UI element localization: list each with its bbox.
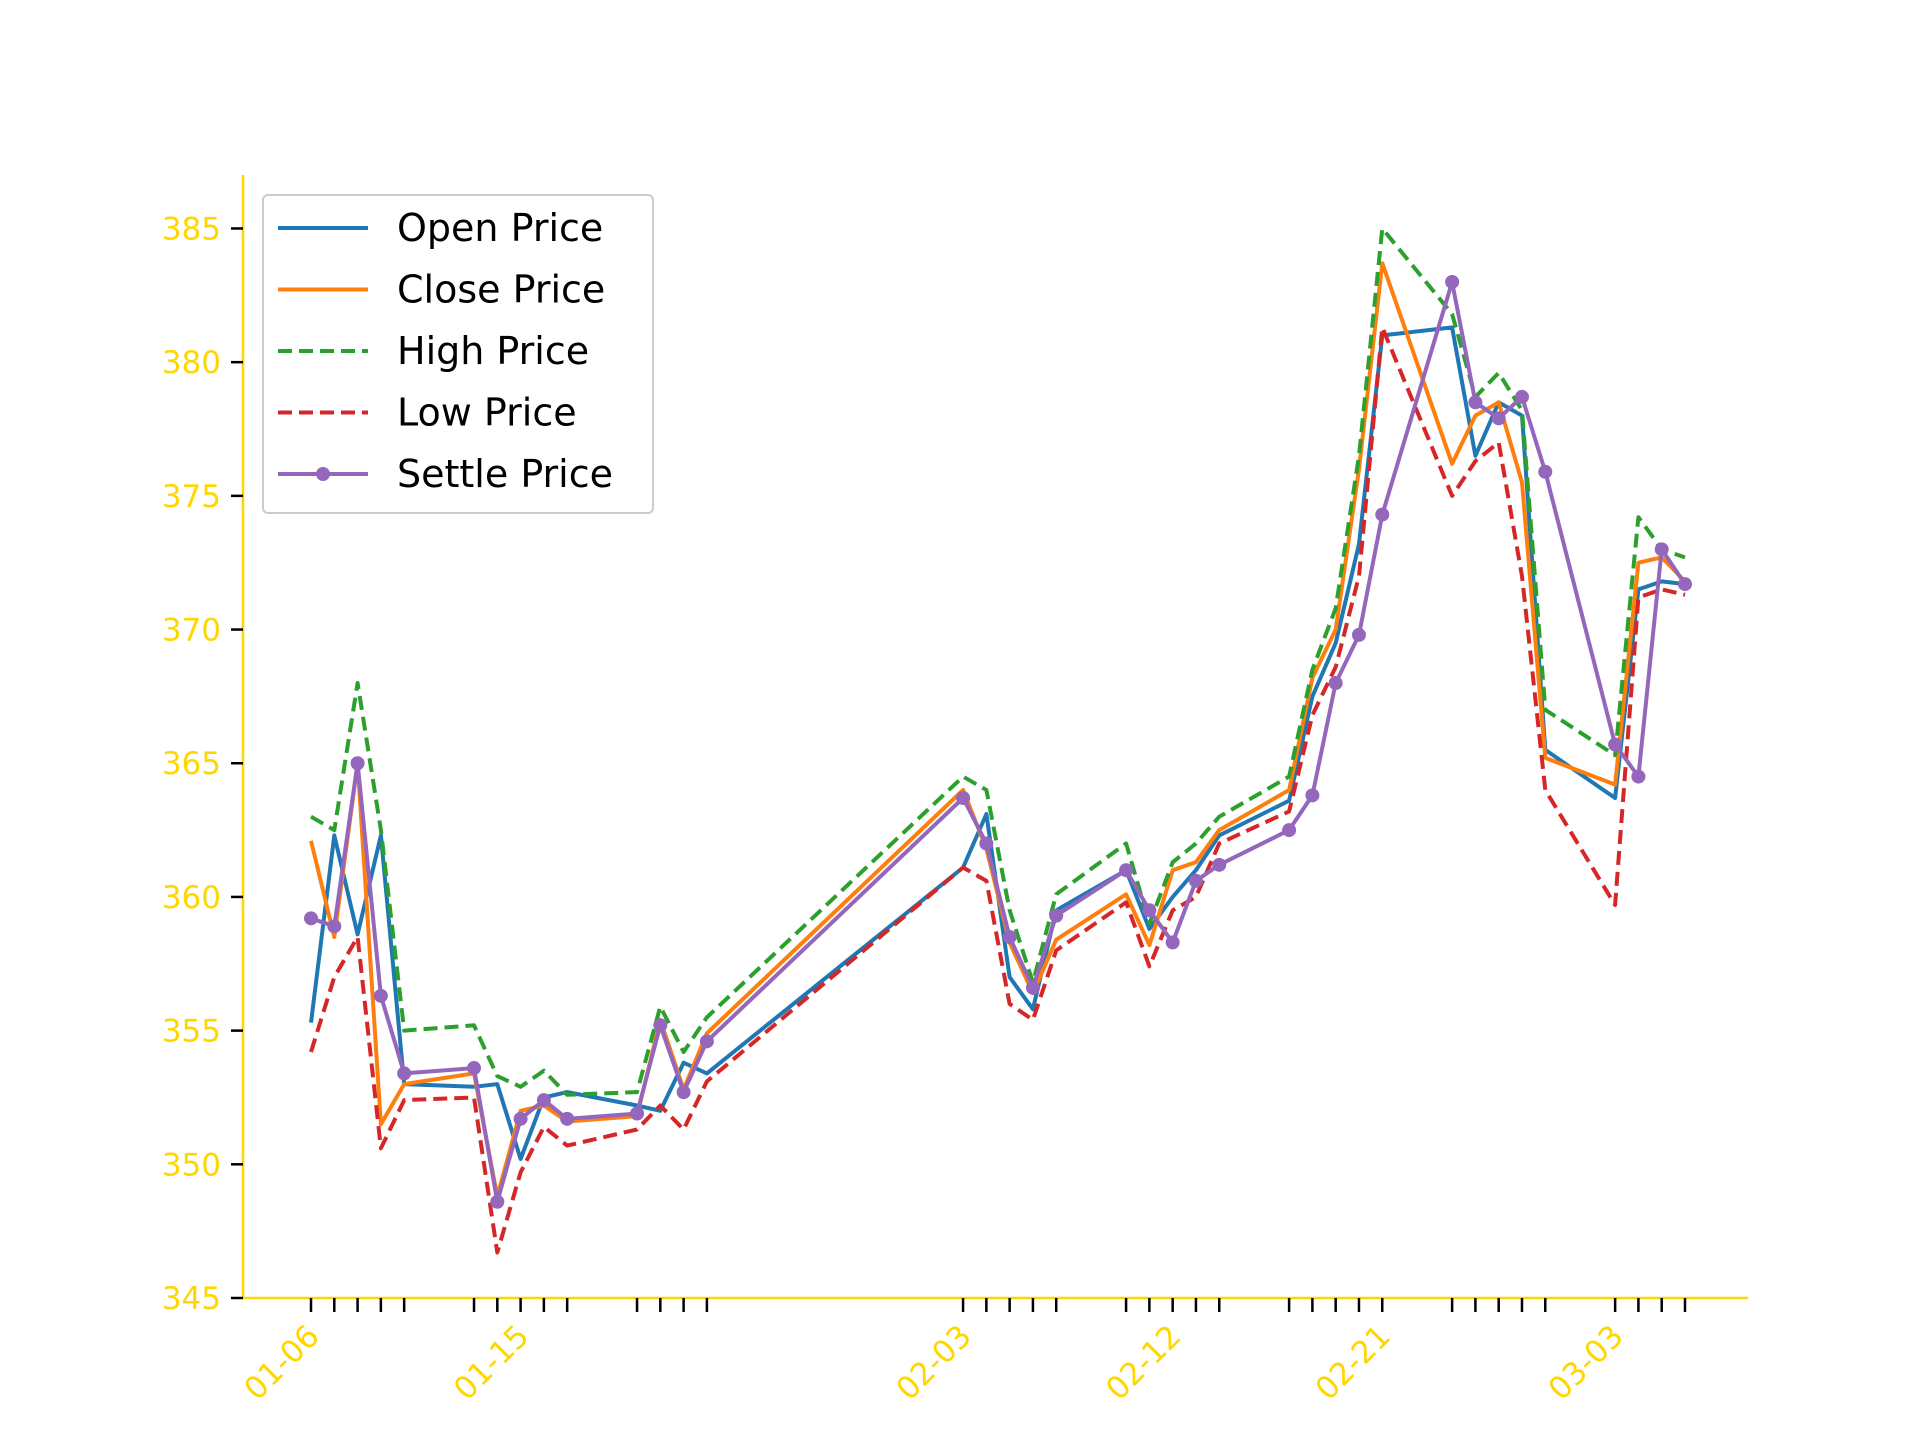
settle-price-point: [676, 1085, 691, 1100]
legend-box: [262, 194, 654, 514]
settle-price-point: [1678, 577, 1692, 592]
x-tick-label: 02-21: [1309, 1318, 1398, 1407]
settle-price-point: [699, 1034, 714, 1049]
series-line-open-price: [309, 325, 1686, 1161]
settle-price-point: [1631, 769, 1646, 784]
series-lines: [304, 226, 1692, 1255]
legend-label: High Price: [397, 329, 589, 373]
settle-price-point: [373, 988, 388, 1003]
y-tick-label: 355: [162, 1014, 221, 1050]
settle-price-point: [350, 756, 365, 771]
settle-price-point: [1188, 873, 1203, 888]
legend-label: Settle Price: [397, 452, 613, 496]
settle-price-point: [1212, 857, 1227, 872]
y-tick-label: 360: [162, 880, 221, 916]
settle-price-point: [1491, 411, 1506, 426]
y-tick-label: 365: [162, 746, 221, 782]
settle-price-point: [1305, 788, 1320, 803]
settle-price-point: [304, 911, 318, 926]
settle-price-point: [653, 1018, 668, 1033]
x-tick-label: 01-15: [447, 1318, 536, 1407]
legend-label: Low Price: [397, 391, 577, 435]
settle-price-point: [1351, 627, 1366, 642]
y-tick-label: 375: [162, 479, 221, 515]
settle-price-point: [467, 1061, 482, 1076]
y-tick-label: 380: [162, 345, 221, 381]
x-tick-label: 03-03: [1542, 1318, 1631, 1407]
y-tick-label: 345: [162, 1281, 221, 1317]
y-tick-label: 370: [162, 613, 221, 649]
settle-price-point: [956, 790, 971, 805]
settle-price-point: [536, 1093, 551, 1108]
x-tick-label: 02-12: [1099, 1318, 1188, 1407]
series-line-low-price: [309, 325, 1686, 1255]
settle-price-point: [1654, 542, 1669, 557]
series-line-high-price: [310, 226, 1686, 1097]
settle-price-point: [397, 1066, 412, 1081]
settle-price-point: [1165, 935, 1180, 950]
settle-price-point: [327, 919, 342, 934]
settle-price-point: [1514, 389, 1529, 404]
settle-price-point: [1282, 823, 1297, 838]
legend-label: Close Price: [397, 268, 605, 312]
settle-price-point: [1375, 507, 1390, 522]
x-tick-label: 01-06: [237, 1318, 326, 1407]
y-tick-label: 385: [162, 211, 221, 247]
y-tick-label: 350: [162, 1147, 221, 1183]
settle-price-point: [1468, 395, 1483, 410]
settle-price-point: [1142, 903, 1157, 918]
settle-price-point: [630, 1106, 645, 1121]
settle-price-point: [1538, 464, 1553, 479]
settle-price-point: [1049, 908, 1064, 923]
legend: Open Price Close Price High Price Low Price…: [262, 194, 654, 514]
settle-price-point: [490, 1194, 505, 1209]
legend-marker: [316, 467, 330, 481]
settle-price-point: [513, 1111, 528, 1126]
settle-price-point: [1025, 980, 1040, 995]
settle-price-point: [1328, 676, 1343, 691]
settle-price-point: [979, 836, 994, 851]
settle-price-point: [1445, 274, 1460, 289]
settle-price-point: [1002, 930, 1017, 945]
settle-price-point: [560, 1111, 575, 1126]
settle-price-point: [1119, 863, 1134, 878]
settle-price-point: [1608, 737, 1623, 752]
legend-label: Open Price: [397, 206, 603, 250]
x-tick-label: 02-03: [890, 1318, 979, 1407]
